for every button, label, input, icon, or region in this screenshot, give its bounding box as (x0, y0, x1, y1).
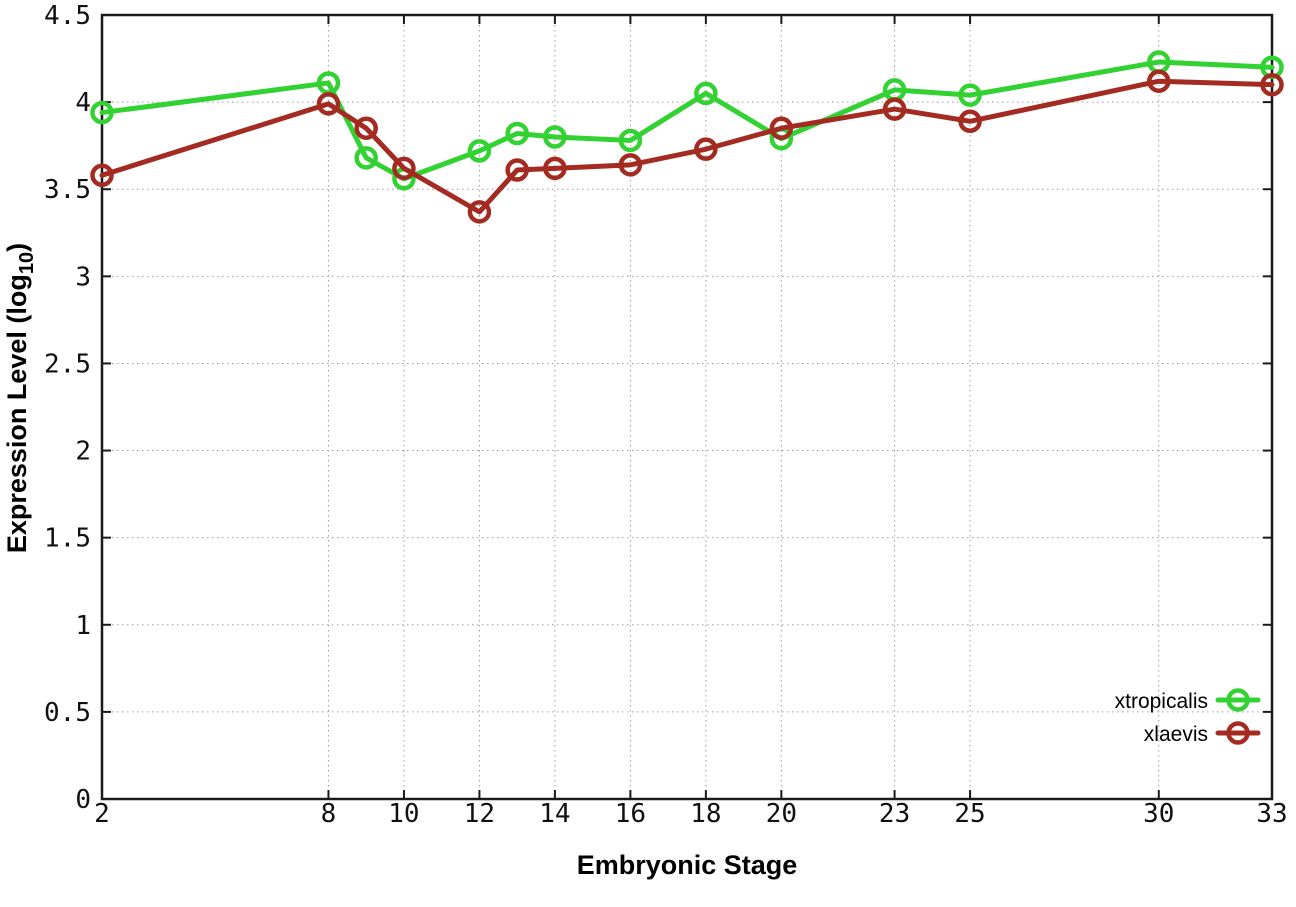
y-tick-label: 4 (75, 88, 91, 118)
x-tick-label: 12 (464, 799, 495, 829)
grid-layer (101, 14, 1273, 800)
y-tick-label: 0 (75, 785, 91, 815)
x-tick-label: 8 (321, 799, 337, 829)
x-tick-label: 16 (615, 799, 646, 829)
x-tick-label: 18 (690, 799, 721, 829)
data-point-xlaevis (769, 116, 794, 140)
data-point-xlaevis (1260, 72, 1284, 97)
data-point-xlaevis (618, 153, 643, 177)
data-point-xlaevis (694, 137, 718, 161)
y-axis-label: Expression Level (log10) (2, 243, 38, 553)
series-line-xtropicalis (99, 59, 1275, 182)
series-line-xlaevis (99, 78, 1275, 215)
x-tick-label: 2 (94, 799, 110, 829)
legend: xtropicalis xlaevis (1115, 688, 1261, 746)
data-point-xlaevis (1147, 69, 1171, 93)
x-tick-label: 14 (539, 799, 570, 829)
data-point-xlaevis (467, 200, 492, 224)
legend-label-xlaevis: xlaevis (1144, 723, 1208, 746)
y-tick-label: 4.5 (44, 1, 91, 31)
series-layer (90, 50, 1284, 224)
data-point-xlaevis (316, 92, 341, 116)
data-point-xlaevis (354, 116, 378, 140)
x-tick-label: 10 (388, 799, 419, 829)
tick-layer: 2 8 10 12 14 16 18 20 23 25 30 33 0 0.5 1 1.5 2 2.5 3 3.5 4 4… (44, 1, 1288, 829)
data-point-xtropicalis (505, 121, 529, 146)
legend-marker-xtropicalis (1226, 688, 1250, 712)
data-point-xlaevis (882, 97, 907, 121)
y-tick-label: 2.5 (44, 349, 91, 379)
data-point-xtropicalis (90, 100, 114, 125)
data-point-xlaevis (543, 156, 567, 181)
legend-label-xtropicalis: xtropicalis (1115, 690, 1208, 713)
y-tick-label: 3.5 (44, 175, 91, 205)
y-tick-label: 0.5 (44, 698, 91, 728)
y-tick-label: 1.5 (44, 524, 91, 554)
plot-border (100, 13, 1274, 801)
data-point-xlaevis (392, 156, 416, 181)
legend-marker-xlaevis (1226, 721, 1250, 745)
data-point-xtropicalis (618, 128, 643, 153)
data-point-xtropicalis (467, 139, 492, 163)
x-tick-label: 30 (1143, 799, 1174, 829)
y-tick-label: 1 (75, 611, 91, 641)
data-point-xlaevis (958, 109, 982, 134)
y-tick-label: 3 (75, 262, 91, 292)
data-point-xtropicalis (694, 81, 718, 106)
data-point-xlaevis (505, 158, 529, 182)
x-tick-label: 20 (766, 799, 797, 829)
plot-border-rect (100, 13, 1274, 801)
data-point-xtropicalis (543, 125, 567, 149)
x-tick-label: 33 (1256, 799, 1287, 829)
data-point-xlaevis (90, 163, 114, 188)
data-point-xtropicalis (354, 146, 378, 170)
data-point-xtropicalis (958, 83, 982, 107)
x-axis-label: Embryonic Stage (577, 850, 798, 880)
y-tick-label: 2 (75, 437, 91, 467)
x-tick-label: 23 (879, 799, 910, 829)
x-tick-label: 25 (954, 799, 985, 829)
